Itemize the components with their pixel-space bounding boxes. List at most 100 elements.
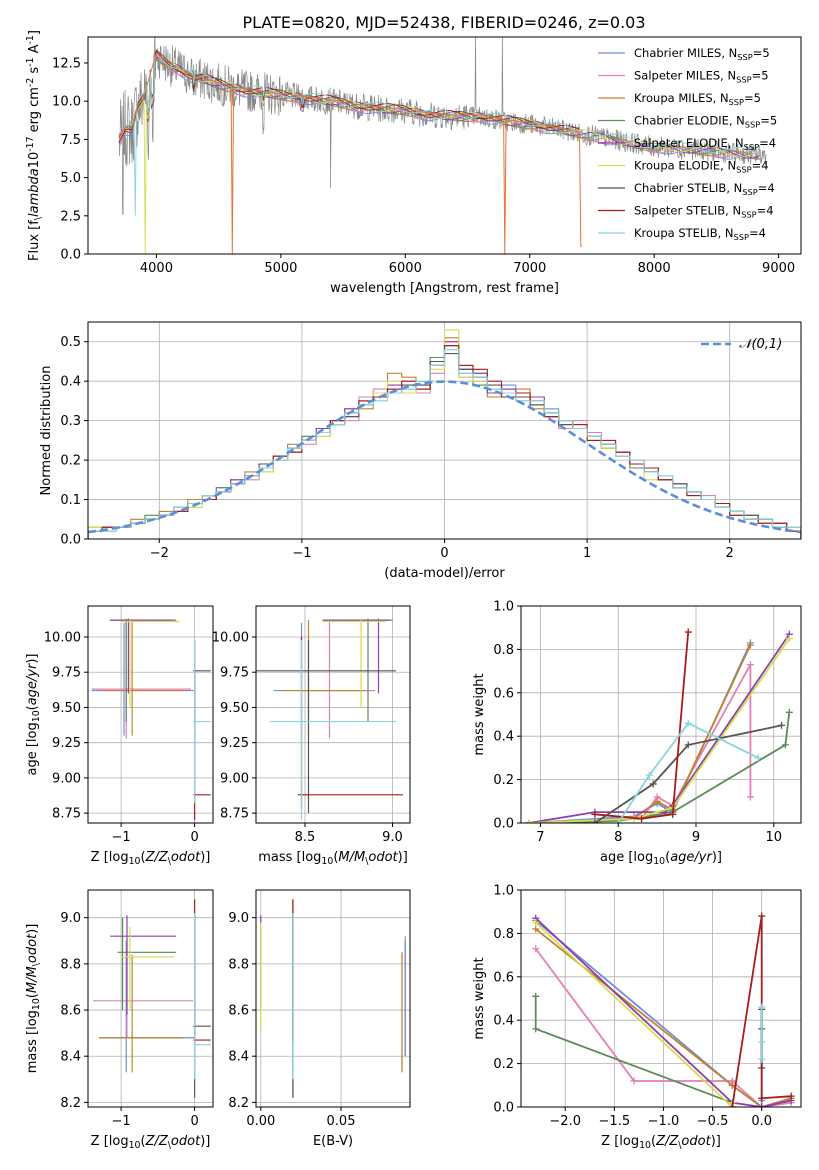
mass_vs_Z-ytick-label: 9.0	[60, 911, 81, 926]
mass_vs_Z-xtick-label: −1	[112, 1114, 131, 1129]
mass-weight-point	[653, 797, 661, 805]
weight_vs_Z-ytick-label: 1.0	[493, 884, 514, 899]
mass_vs_EBV-ytick-label: 9.0	[228, 911, 249, 926]
mass_vs_Z-xtick-label: 0	[190, 1114, 198, 1129]
mass_vs_Z-ytick-label: 8.8	[60, 957, 81, 972]
weight_vs_Z-xlabel: Z [log10​(Z/Z\​odot)]	[601, 1134, 721, 1151]
mass-weight-point	[684, 719, 692, 727]
figure-title: PLATE=0820, MJD=52438, FIBERID=0246, z=0…	[242, 13, 645, 32]
axes-frame	[87, 36, 802, 255]
mass-weight-point	[758, 912, 766, 920]
mass-weight-point	[645, 771, 653, 779]
mass-weight-line	[535, 917, 792, 1107]
mass-weight-point	[746, 641, 754, 649]
residuals-ylabel: Normed distribution	[39, 366, 54, 496]
mass_vs_Z-ytick-label: 8.6	[60, 1004, 81, 1019]
weight_vs_Z-xtick-label: −1.5	[599, 1114, 631, 1129]
age_vs_mass-grid	[256, 606, 410, 823]
mass-weight-point	[728, 1103, 736, 1107]
spectrum-observed-line	[118, 37, 767, 215]
mass-weight-line	[594, 631, 690, 820]
weight_vs_age-ytick-label: 1.0	[493, 600, 514, 615]
age_vs_mass-ytick-label: 9.25	[220, 736, 249, 751]
mass_vs_EBV-xtick-label: 0.05	[327, 1114, 356, 1129]
spectrum-xtick-label: 5000	[264, 261, 297, 276]
weight_vs_Z-ytick-label: 0.6	[493, 970, 514, 985]
spectrum-ytick-label: 5.0	[60, 171, 81, 186]
age_vs_Z-xlabel: Z [log10​(Z/Z\​odot)]	[91, 850, 211, 867]
weight_vs_Z-plot-area	[532, 912, 795, 1107]
mass-weight-point	[758, 1103, 766, 1107]
weight_vs_Z-grid	[521, 889, 801, 1108]
mass-weight-line	[594, 724, 782, 823]
gaussian-curve	[88, 380, 801, 534]
mass-weight-point	[778, 721, 786, 729]
residuals-ytick-label: 0.5	[60, 335, 81, 350]
legend-entry: Salpeter ELODIE, NSSP​=4	[634, 136, 776, 152]
weight_vs_age-ytick-label: 0.8	[493, 643, 514, 658]
mass-weight-point	[532, 1025, 540, 1033]
residuals-xtick-label: 1	[583, 546, 591, 561]
age_vs_Z-plot-area	[91, 618, 211, 821]
mass_vs_EBV-ytick-label: 8.2	[228, 1096, 249, 1111]
age_vs_Z-ytick-label: 9.00	[52, 771, 81, 786]
legend-entry: Kroupa MILES, NSSP​=5	[634, 91, 761, 107]
mass_vs_Z-ylabel: mass [log10​(M/M\​odot)]	[25, 924, 42, 1074]
age_vs_mass-panel: 8.5 9.0 8.75 9.00 9.25 9.50 9.75 10.00 mass [log…	[212, 605, 411, 867]
spectrum-xtick-label: 8000	[638, 261, 671, 276]
mass-weight-point	[746, 793, 754, 801]
mass-weight-point	[785, 635, 793, 643]
mass-weight-point	[758, 1003, 766, 1011]
mass-weight-point	[781, 741, 789, 749]
mass-weight-point	[630, 1077, 638, 1085]
mass-weight-point	[787, 1092, 795, 1100]
mass_vs_Z-plot-area	[93, 899, 211, 1098]
mass_vs_EBV-panel: 0.00 0.05 8.2 8.4 8.6 8.8 9.0 E(B-V)	[228, 889, 411, 1149]
mass-weight-point	[754, 754, 762, 762]
residuals-xtick-label: 0	[440, 546, 448, 561]
spectrum-model-line	[118, 50, 580, 144]
weight_vs_age-ytick-label: 0.6	[493, 686, 514, 701]
mass-weight-point	[591, 810, 599, 818]
axes-frame	[87, 605, 214, 824]
weight_vs_age-plot-area	[525, 628, 793, 823]
age_vs_mass-ytick-label: 9.75	[220, 666, 249, 681]
age_vs_Z-ytick-label: 9.75	[52, 666, 81, 681]
mass-weight-point	[532, 919, 540, 927]
age_vs_Z-ytick-label: 8.75	[52, 807, 81, 822]
axes-frame	[255, 605, 411, 824]
axes-frame	[520, 889, 802, 1108]
mass_vs_EBV-ytick-label: 8.4	[228, 1050, 249, 1065]
weight_vs_age-ytick-label: 0.4	[493, 730, 514, 745]
axes-frame	[87, 321, 802, 540]
weight_vs_age-ytick-label: 0.0	[493, 817, 514, 832]
age_vs_Z-ytick-label: 9.25	[52, 736, 81, 751]
mass-weight-point	[532, 925, 540, 933]
mass_vs_Z-ytick-label: 8.2	[60, 1096, 81, 1111]
residuals-ytick-label: 0.2	[60, 454, 81, 469]
age_vs_mass-ytick-label: 9.50	[220, 701, 249, 716]
age_vs_Z-ytick-label: 10.00	[44, 631, 81, 646]
mass_vs_EBV-ytick-label: 8.8	[228, 957, 249, 972]
age_vs_mass-ytick-label: 8.75	[220, 807, 249, 822]
age_vs_Z-panel: −1 0 8.75 9.00 9.25 9.50 9.75 10.00 Z [log10​(Z/…	[25, 605, 214, 867]
mass-weight-point	[638, 815, 646, 823]
mass-weight-line	[535, 928, 792, 1107]
weight_vs_age-grid	[521, 605, 801, 824]
mass-weight-point	[758, 1094, 766, 1102]
residuals-xlabel: (data-model)/error	[384, 566, 505, 581]
spectrum-xtick-label: 6000	[389, 261, 422, 276]
residuals-ytick-label: 0.1	[60, 493, 81, 508]
age_vs_mass-ytick-label: 10.00	[212, 631, 249, 646]
legend-entry: Salpeter STELIB, NSSP​=4	[634, 204, 774, 220]
mass-weight-point	[532, 992, 540, 1000]
legend-entry: Kroupa ELODIE, NSSP​=4	[634, 159, 769, 175]
weight_vs_Z-ylabel: mass weight	[472, 957, 487, 1039]
weight_vs_Z-xtick-label: −0.5	[697, 1114, 729, 1129]
spectrum-ytick-label: 12.5	[52, 56, 81, 71]
mass-weight-point	[746, 661, 754, 669]
spectrum-ylabel: Flux [f\​lambda10-17​ erg cm-2​ s-1​ A-1…	[25, 30, 44, 261]
weight_vs_age-xtick-label: 7	[536, 830, 544, 845]
spectrum-ytick-label: 0.0	[60, 248, 81, 263]
weight_vs_age-ylabel: mass weight	[472, 673, 487, 755]
